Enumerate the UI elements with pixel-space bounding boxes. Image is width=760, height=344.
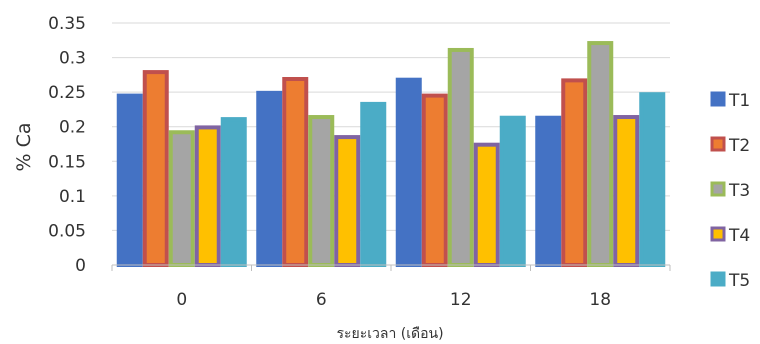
legend: T1 T2 T3 T4 T5 bbox=[710, 91, 750, 291]
bar-t1-6 bbox=[256, 90, 283, 267]
y-tick-label: 0.05 bbox=[48, 221, 86, 241]
bar-t1-0 bbox=[116, 93, 143, 267]
bar-t1-12 bbox=[395, 77, 422, 267]
y-tick-label: 0.25 bbox=[48, 83, 86, 103]
bar-t3-6 bbox=[308, 115, 335, 267]
legend-label-t4: T4 bbox=[728, 226, 750, 246]
legend-swatch-t3 bbox=[710, 181, 726, 197]
x-tick-labels: 0 6 12 18 bbox=[176, 290, 611, 310]
legend-label-t3: T3 bbox=[728, 181, 750, 201]
bar-t3-18 bbox=[587, 41, 614, 268]
bar-t2-0 bbox=[142, 70, 169, 267]
legend-swatch-t1 bbox=[710, 91, 726, 107]
bars bbox=[116, 41, 666, 268]
legend-swatch-t4 bbox=[710, 226, 726, 242]
bar-t1-18 bbox=[535, 115, 562, 268]
legend-swatch-t5 bbox=[710, 271, 726, 287]
legend-label-t1: T1 bbox=[728, 91, 750, 111]
x-axis-title: ระยะเวลา (เดือน) bbox=[336, 326, 443, 342]
x-tick-label: 18 bbox=[589, 290, 611, 310]
bar-t2-6 bbox=[282, 77, 309, 268]
bar-t5-6 bbox=[360, 101, 387, 267]
legend-label-t2: T2 bbox=[728, 136, 750, 156]
x-tick-label: 0 bbox=[176, 290, 187, 310]
bar-t4-0 bbox=[194, 125, 221, 267]
bar-t4-12 bbox=[473, 142, 500, 267]
bar-t5-0 bbox=[220, 117, 247, 268]
y-tick-label: 0 bbox=[75, 256, 86, 276]
legend-label-t5: T5 bbox=[728, 271, 750, 291]
bar-t5-18 bbox=[639, 92, 666, 267]
bar-t4-18 bbox=[613, 115, 640, 267]
bar-t4-6 bbox=[334, 135, 361, 267]
x-tick-label: 6 bbox=[316, 290, 327, 310]
y-tick-label: 0.2 bbox=[59, 118, 86, 138]
y-tick-label: 0.3 bbox=[59, 49, 86, 69]
y-tick-label: 0.35 bbox=[48, 14, 86, 34]
bar-t5-12 bbox=[499, 115, 526, 268]
legend-swatch-t2 bbox=[710, 136, 726, 152]
y-axis-title: % Ca bbox=[13, 122, 35, 171]
x-tick-label: 12 bbox=[450, 290, 472, 310]
bar-t2-12 bbox=[421, 93, 448, 267]
bar-t2-18 bbox=[561, 78, 588, 268]
bar-t3-12 bbox=[447, 47, 474, 267]
y-tick-label: 0.15 bbox=[48, 152, 86, 172]
y-tick-label: 0.1 bbox=[59, 187, 86, 207]
y-tick-labels: 0 0.05 0.1 0.15 0.2 0.25 0.3 0.35 bbox=[48, 14, 86, 276]
bar-t3-0 bbox=[168, 130, 195, 267]
axes bbox=[111, 264, 671, 271]
